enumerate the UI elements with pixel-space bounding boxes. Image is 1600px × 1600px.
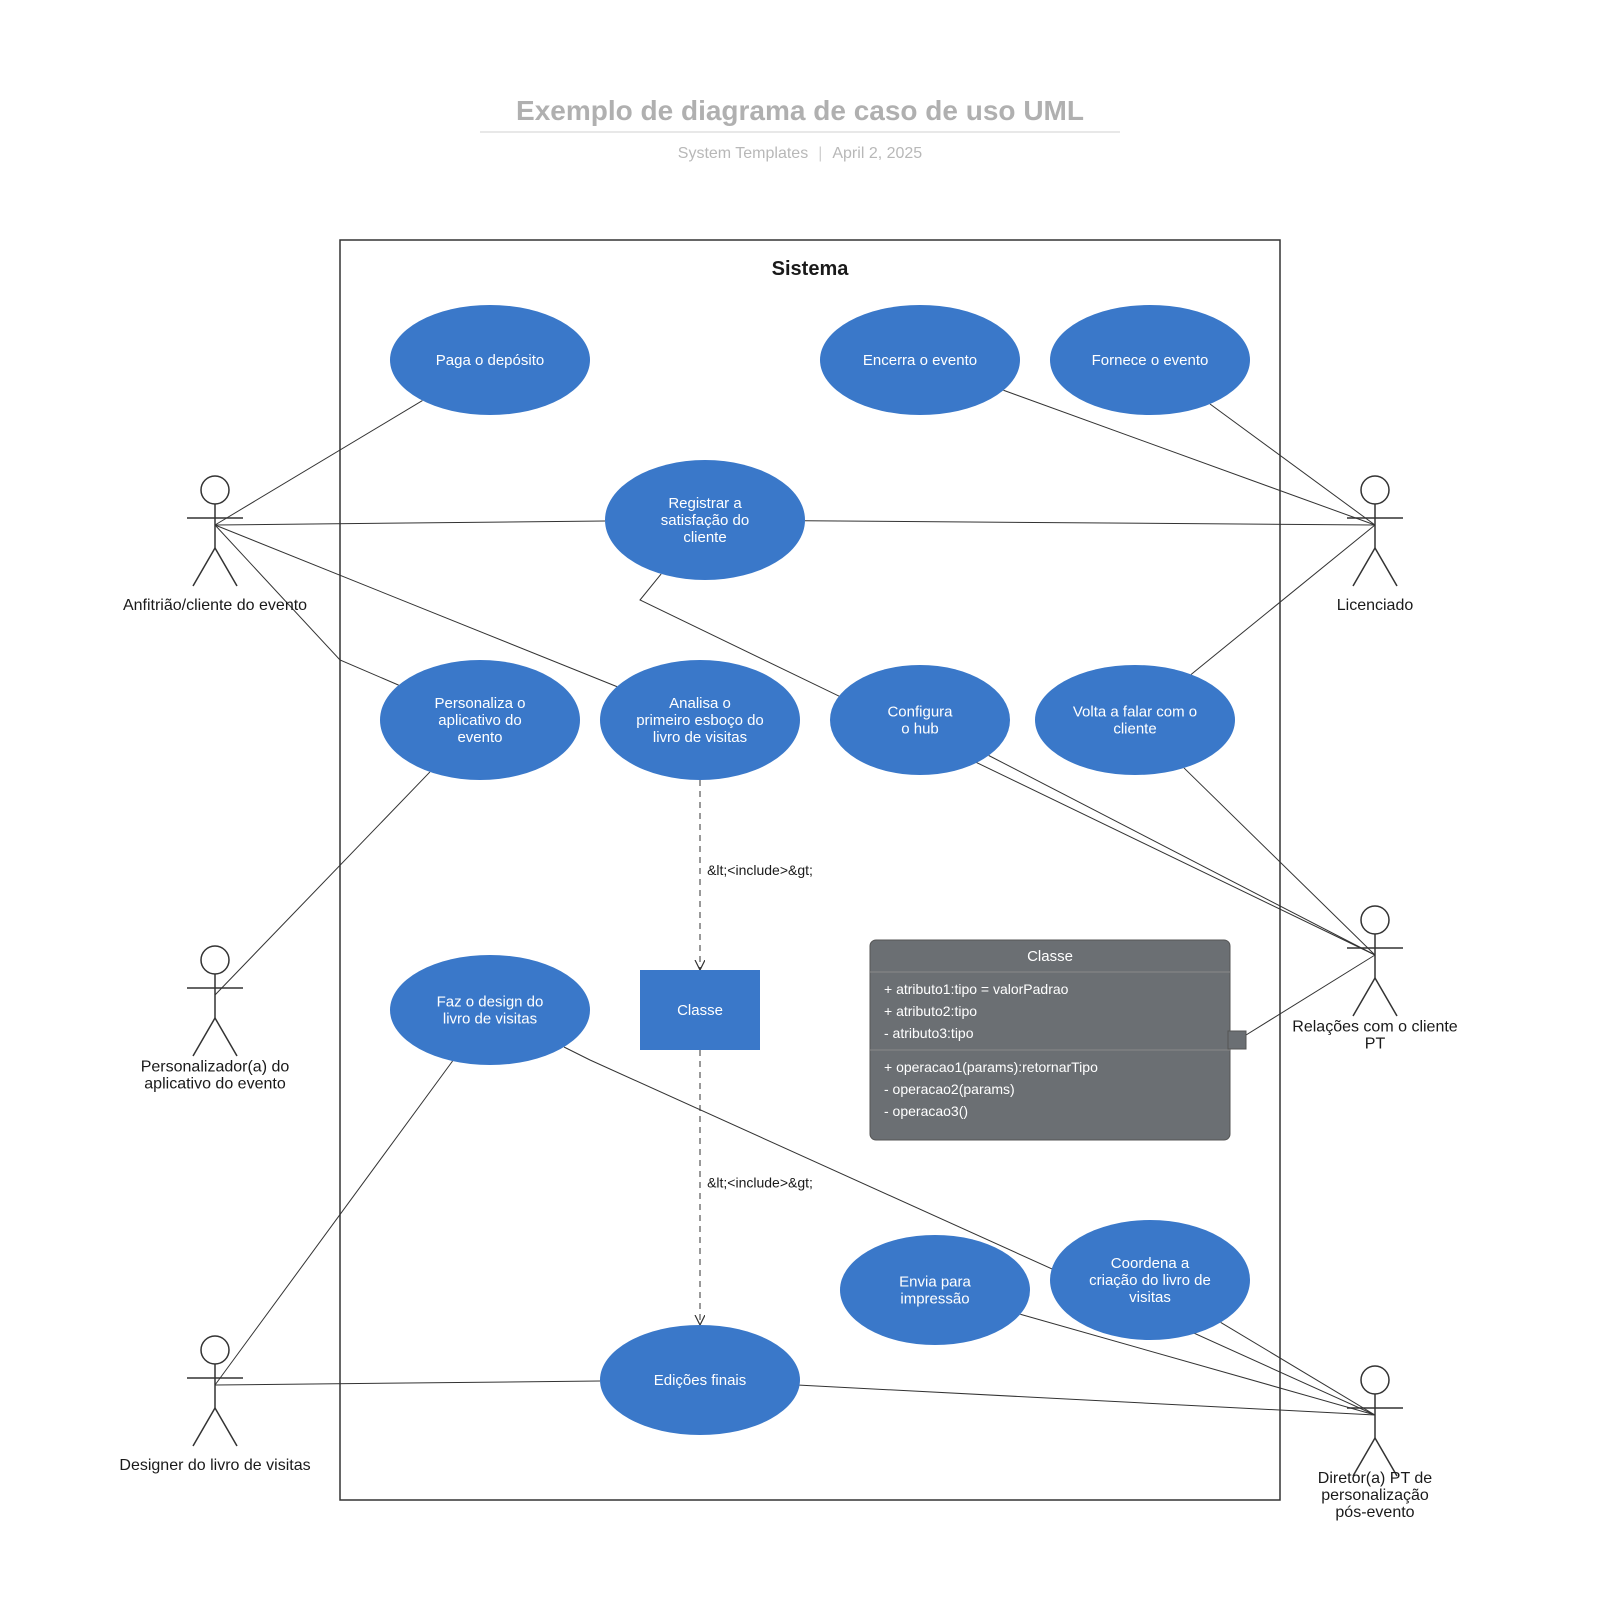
class-rect: Classe — [640, 970, 760, 1050]
svg-text:Anfitrião/cliente do evento: Anfitrião/cliente do evento — [123, 597, 307, 614]
svg-text:- atributo3:tipo: - atributo3:tipo — [884, 1025, 974, 1041]
svg-text:+ atributo2:tipo: + atributo2:tipo — [884, 1003, 977, 1019]
page-subtitle: System Templates|April 2, 2025 — [678, 145, 923, 162]
usecase-uc_design: Faz o design dolivro de visitas — [390, 955, 590, 1065]
association — [215, 1381, 600, 1385]
actor-a_pers: Personalizador(a) doaplicativo do evento — [141, 946, 290, 1093]
actor-a_des: Designer do livro de visitas — [119, 1336, 310, 1474]
svg-text:Edições finais: Edições finais — [654, 1372, 747, 1389]
include-label: &lt;<include>&gt; — [707, 1175, 813, 1191]
usecase-uc_registrar: Registrar asatisfação docliente — [605, 460, 805, 580]
svg-text:+ atributo1:tipo = valorPadrao: + atributo1:tipo = valorPadrao — [884, 981, 1069, 997]
svg-text:- operacao3(): - operacao3() — [884, 1103, 968, 1119]
svg-text:Envia paraimpressão: Envia paraimpressão — [899, 1274, 971, 1308]
association — [215, 772, 430, 995]
svg-text:Paga o depósito: Paga o depósito — [436, 352, 544, 369]
svg-text:+ operacao1(params):retornarTi: + operacao1(params):retornarTipo — [884, 1059, 1098, 1075]
association — [215, 1061, 453, 1385]
usecase-uc_encerra: Encerra o evento — [820, 305, 1020, 415]
svg-text:Relações com o clientePT: Relações com o clientePT — [1292, 1019, 1458, 1053]
page-title: Exemplo de diagrama de caso de uso UML — [516, 95, 1084, 126]
system-title: Sistema — [772, 258, 850, 280]
svg-text:Classe: Classe — [1027, 948, 1073, 965]
actor-a_lic: Licenciado — [1337, 476, 1414, 614]
uml-class-node: Classe + atributo1:tipo = valorPadrao + at… — [870, 940, 1246, 1140]
actor-a_host: Anfitrião/cliente do evento — [123, 476, 307, 614]
association — [800, 1385, 1375, 1415]
usecase-uc_paga: Paga o depósito — [390, 305, 590, 415]
usecase-uc_personaliza: Personaliza oaplicativo doevento — [380, 660, 580, 780]
usecase-uc_edicoes: Edições finais — [600, 1325, 800, 1435]
association — [989, 756, 1375, 955]
svg-text:Fornece o evento: Fornece o evento — [1092, 352, 1209, 369]
association — [215, 401, 422, 525]
svg-text:Personalizador(a) doaplicativo: Personalizador(a) doaplicativo do evento — [141, 1059, 290, 1093]
association — [805, 521, 1375, 525]
usecase-uc_configura: Configurao hub — [830, 665, 1010, 775]
association — [1210, 404, 1375, 525]
svg-text:Licenciado: Licenciado — [1337, 597, 1414, 614]
svg-text:Faz o design dolivro de visita: Faz o design dolivro de visitas — [437, 994, 544, 1028]
svg-text:Encerra o evento: Encerra o evento — [863, 352, 977, 369]
association — [1221, 1322, 1375, 1415]
include-label: &lt;<include>&gt; — [707, 862, 813, 878]
usecase-uc_envia: Envia paraimpressão — [840, 1235, 1030, 1345]
actor-a_rel: Relações com o clientePT — [1292, 906, 1458, 1053]
usecase-uc_volta: Volta a falar com ocliente — [1035, 665, 1235, 775]
class-note-handle — [1228, 1031, 1246, 1049]
svg-text:Designer do livro de visitas: Designer do livro de visitas — [119, 1457, 310, 1474]
usecase-uc_coordena: Coordena acriação do livro devisitas — [1050, 1220, 1250, 1340]
svg-text:Diretor(a) PT depersonalização: Diretor(a) PT depersonalizaçãopós-evento — [1318, 1470, 1433, 1521]
usecase-uc_analisa: Analisa oprimeiro esboço dolivro de visi… — [600, 660, 800, 780]
association — [215, 521, 605, 525]
actor-a_dir: Diretor(a) PT depersonalizaçãopós-evento — [1318, 1366, 1433, 1521]
svg-text:Classe: Classe — [677, 1002, 723, 1019]
usecase-uc_fornece: Fornece o evento — [1050, 305, 1250, 415]
svg-text:- operacao2(params): - operacao2(params) — [884, 1081, 1015, 1097]
